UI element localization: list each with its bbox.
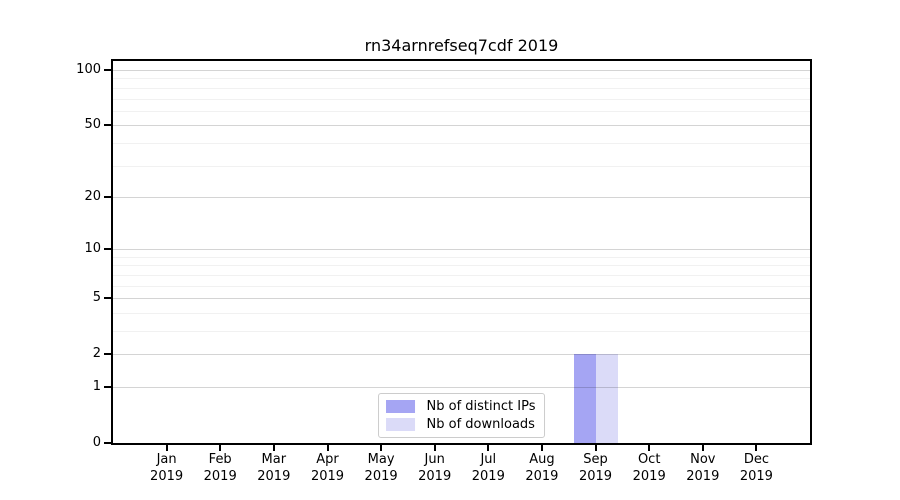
x-tick-label-aug: Aug 2019	[510, 451, 574, 485]
gridline-major-20	[113, 196, 810, 198]
bar-downloads-sep	[595, 354, 618, 443]
x-tick-label-sep: Sep 2019	[564, 451, 628, 485]
x-tick-mar	[272, 445, 275, 451]
x-tick-year-sep: 2019	[578, 469, 613, 484]
gridline-major-100	[113, 70, 810, 71]
x-tick-year-apr: 2019	[310, 469, 345, 484]
y-tick-50	[104, 124, 112, 127]
gridline-major-50	[113, 125, 810, 127]
gridline-minor-30	[113, 165, 810, 167]
gridline-minor-6	[113, 285, 810, 287]
y-tick-0	[104, 442, 112, 444]
x-tick-year-aug: 2019	[525, 469, 559, 484]
gridline-major-10	[113, 249, 810, 251]
x-tick-jun	[433, 445, 436, 451]
gridline-minor-90	[113, 78, 810, 80]
gridline-major-2	[113, 354, 810, 356]
gridline-minor-3	[113, 331, 810, 332]
y-tick-label-20: 20	[84, 188, 101, 204]
x-tick-label-oct: Oct 2019	[617, 451, 681, 485]
gridline-major-1	[113, 387, 810, 388]
gridline-minor-7	[113, 274, 810, 276]
gridline-minor-4	[113, 312, 810, 314]
x-tick-year-dec: 2019	[739, 469, 773, 484]
gridline-minor-40	[113, 142, 810, 144]
x-tick-year-jun: 2019	[418, 469, 452, 484]
y-tick-label-2: 2	[92, 346, 101, 362]
x-tick-nov	[701, 445, 704, 451]
x-tick-year-oct: 2019	[632, 469, 666, 484]
x-tick-apr	[326, 445, 329, 451]
gridline-major-5	[113, 298, 810, 300]
x-tick-year-may: 2019	[364, 469, 398, 484]
x-tick-jul	[487, 445, 490, 451]
legend-label-distinct-ips: Nb of distinct IPs	[426, 399, 536, 414]
plot-area: Nb of distinct IPs Nb of downloads	[111, 59, 812, 445]
x-tick-jan	[165, 445, 168, 451]
x-tick-label-nov: Nov 2019	[671, 451, 735, 485]
gridline-minor-70	[113, 98, 810, 100]
x-tick-aug	[540, 445, 543, 451]
legend-swatch-distinct-ips	[385, 400, 415, 413]
y-tick-2	[104, 353, 112, 356]
y-tick-20	[104, 195, 112, 198]
x-tick-year-jan: 2019	[150, 469, 184, 484]
x-tick-label-dec: Dec 2019	[724, 451, 788, 485]
x-tick-year-feb: 2019	[203, 469, 237, 484]
y-tick-label-5: 5	[92, 290, 101, 306]
legend-label-downloads: Nb of downloads	[426, 417, 535, 432]
y-tick-label-100: 100	[76, 62, 101, 77]
x-tick-feb	[219, 445, 222, 451]
gridline-minor-80	[113, 87, 810, 89]
y-tick-1	[104, 386, 112, 388]
x-tick-label-jan: Jan 2019	[135, 451, 199, 485]
y-tick-label-0: 0	[92, 435, 101, 450]
x-tick-label-may: May 2019	[349, 451, 413, 485]
legend-item-downloads: Nb of downloads	[385, 417, 536, 432]
x-tick-label-jun: Jun 2019	[403, 451, 467, 485]
bar-distinct-ips-sep	[573, 354, 596, 443]
x-tick-year-mar: 2019	[257, 469, 291, 484]
legend-swatch-downloads	[385, 418, 415, 431]
y-tick-label-10: 10	[84, 241, 101, 257]
x-tick-label-mar: Mar 2019	[242, 451, 306, 485]
x-tick-sep	[594, 445, 597, 451]
y-tick-100	[104, 69, 112, 71]
x-tick-label-feb: Feb 2019	[188, 451, 252, 485]
x-tick-year-jul: 2019	[471, 469, 505, 484]
x-tick-dec	[755, 445, 758, 451]
gridline-minor-8	[113, 265, 810, 267]
y-tick-5	[104, 297, 112, 300]
gridline-minor-60	[113, 110, 810, 112]
chart-title: rn34arnrefseq7cdf 2019	[364, 36, 559, 55]
x-tick-oct	[648, 445, 651, 451]
legend: Nb of distinct IPs Nb of downloads	[377, 393, 546, 438]
x-tick-label-jul: Jul 2019	[456, 451, 520, 485]
legend-item-distinct-ips: Nb of distinct IPs	[385, 399, 536, 414]
y-tick-label-50: 50	[84, 117, 101, 133]
x-tick-label-apr: Apr 2019	[296, 451, 360, 485]
gridline-minor-9	[113, 256, 810, 258]
x-tick-year-nov: 2019	[686, 469, 720, 484]
x-tick-may	[380, 445, 383, 451]
y-tick-10	[104, 248, 112, 251]
y-tick-label-1: 1	[92, 379, 101, 394]
